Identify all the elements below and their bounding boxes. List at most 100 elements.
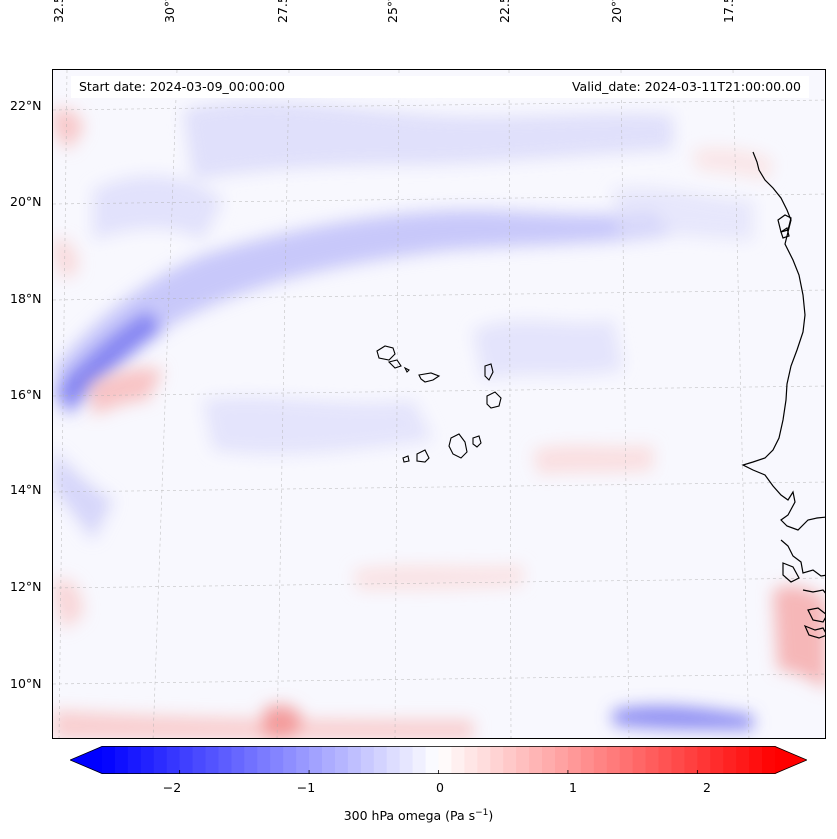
colorbar	[68, 746, 809, 774]
colorbar-label: 300 hPa omega (Pa s−1)	[0, 808, 837, 823]
colorbar-tick-minus2: −2	[162, 780, 182, 795]
colorbar-segment	[231, 746, 245, 774]
colorbar-tick-minus1: −1	[296, 780, 316, 795]
colorbar-segment	[399, 746, 414, 774]
colorbar-bar	[68, 746, 809, 774]
colorbar-segment	[360, 746, 375, 774]
colorbar-segment	[567, 746, 582, 774]
lon-label-20w: 20°W	[609, 0, 624, 23]
lat-label-12n: 12°N	[10, 579, 42, 594]
colorbar-extend-min	[70, 746, 102, 774]
colorbar-segment	[257, 746, 271, 774]
colorbar-tick-2: 2	[703, 780, 711, 795]
colorbar-segment	[723, 746, 737, 774]
colorbar-segment	[554, 746, 569, 774]
colorbar-segment	[386, 746, 401, 774]
lat-label-22n: 22°N	[10, 98, 42, 113]
colorbar-segment	[580, 746, 595, 774]
colorbar-segment	[710, 746, 724, 774]
colorbar-segment	[749, 746, 763, 774]
colorbar-extend-max	[775, 746, 807, 774]
colorbar-segment	[412, 746, 427, 774]
colorbar-segment	[464, 746, 478, 774]
colorbar-segment	[529, 746, 543, 774]
lon-label-30w: 30°W	[162, 0, 177, 23]
colorbar-segment	[736, 746, 750, 774]
colorbar-segment	[658, 746, 673, 774]
valid-date-label: Valid_date: 2024-03-11T21:00:00.00	[571, 79, 801, 94]
colorbar-segment	[671, 746, 685, 774]
colorbar-segment	[425, 746, 440, 774]
colorbar-segment	[127, 746, 142, 774]
island-sao-nicolau	[418, 372, 441, 383]
omega-field	[53, 70, 825, 738]
colorbar-segment	[192, 746, 207, 774]
colorbar-segment	[166, 746, 181, 774]
lat-label-10n: 10°N	[10, 676, 42, 691]
island-sal	[484, 363, 494, 381]
negative-omega-regions	[53, 101, 753, 730]
lat-label-20n: 20°N	[10, 194, 42, 209]
colorbar-segment	[205, 746, 220, 774]
colorbar-segment	[102, 746, 116, 774]
lon-label-32-5w: 32.5°W	[51, 0, 66, 23]
island-santo-antao	[376, 345, 396, 361]
colorbar-segment	[619, 746, 634, 774]
colorbar-segment	[762, 746, 776, 774]
start-date-label: Start date: 2024-03-09_00:00:00	[79, 79, 285, 94]
coastline	[741, 151, 825, 639]
colorbar-segment	[684, 746, 698, 774]
colorbar-segment	[153, 746, 168, 774]
positive-omega-regions	[53, 108, 825, 738]
colorbar-segment	[645, 746, 660, 774]
lon-label-22-5w: 22.5°W	[497, 0, 512, 23]
graticule	[53, 70, 825, 738]
colorbar-tick-0: 0	[436, 780, 444, 795]
cape-verde-islands	[376, 345, 502, 463]
colorbar-segment	[451, 746, 465, 774]
colorbar-segment	[140, 746, 155, 774]
lat-label-14n: 14°N	[10, 482, 42, 497]
colorbar-segment	[697, 746, 711, 774]
map-panel: Start date: 2024-03-09_00:00:00 Valid_da…	[52, 69, 826, 739]
colorbar-tick-1: 1	[569, 780, 577, 795]
lon-label-25w: 25°W	[385, 0, 400, 23]
colorbar-segment	[632, 746, 647, 774]
island-sao-vicente	[387, 359, 402, 369]
colorbar-segment	[490, 746, 504, 774]
colorbar-segment	[373, 746, 388, 774]
colorbar-segment	[244, 746, 258, 774]
colorbar-segment	[270, 746, 284, 774]
colorbar-segment	[114, 746, 129, 774]
colorbar-segment	[347, 746, 362, 774]
island-fogo	[416, 449, 430, 463]
colorbar-segment	[296, 746, 310, 774]
colorbar-segment	[218, 746, 233, 774]
colorbar-segment	[309, 746, 323, 774]
colorbar-segment	[179, 746, 194, 774]
island-brava	[402, 455, 410, 463]
colorbar-segment	[503, 746, 517, 774]
colorbar-segment	[334, 746, 349, 774]
colorbar-label-end: )	[488, 808, 494, 824]
island-maio	[472, 435, 482, 448]
colorbar-segment	[477, 746, 491, 774]
date-banner: Start date: 2024-03-09_00:00:00 Valid_da…	[71, 76, 809, 98]
colorbar-segment	[593, 746, 608, 774]
lat-label-18n: 18°N	[10, 291, 42, 306]
colorbar-segment	[283, 746, 297, 774]
island-santa-luzia	[403, 366, 410, 373]
colorbar-segment	[516, 746, 530, 774]
island-boa-vista	[486, 391, 502, 409]
colorbar-segment	[438, 746, 453, 774]
lon-label-17-5w: 17.5°W	[721, 0, 736, 23]
colorbar-segment	[606, 746, 621, 774]
colorbar-label-main: 300 hPa omega (Pa s	[343, 808, 476, 824]
island-santiago	[448, 433, 468, 459]
colorbar-segment	[322, 746, 336, 774]
colorbar-label-exponent: −1	[475, 808, 489, 818]
lat-label-16n: 16°N	[10, 387, 42, 402]
colorbar-segment	[542, 746, 556, 774]
lon-label-27-5w: 27.5°W	[275, 0, 290, 23]
